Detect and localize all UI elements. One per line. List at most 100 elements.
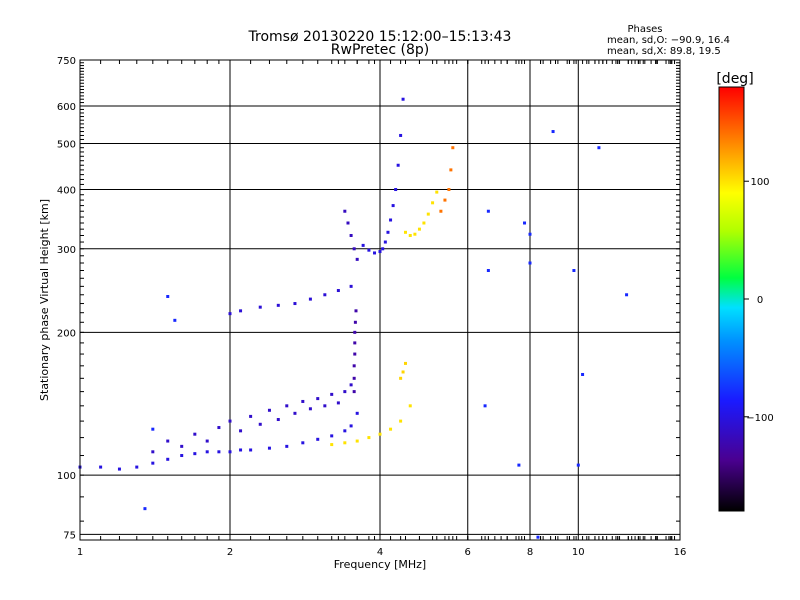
- y-axis-ticks: 75 100 200 300 400 500 600 750: [57, 56, 680, 541]
- plot-frame: [79, 59, 681, 541]
- data-point: [378, 432, 382, 436]
- data-point: [373, 251, 377, 255]
- data-point: [394, 188, 398, 192]
- data-point: [354, 309, 358, 313]
- data-point: [389, 218, 393, 222]
- data-point: [391, 204, 395, 208]
- data-point: [301, 399, 305, 403]
- data-point: [308, 407, 312, 411]
- data-point: [193, 452, 197, 456]
- data-point: [396, 163, 400, 167]
- data-point: [193, 432, 197, 436]
- data-point: [166, 294, 170, 298]
- data-point: [205, 439, 209, 443]
- y-tick-label: 750: [57, 56, 76, 67]
- data-point: [367, 248, 371, 252]
- data-point: [308, 297, 312, 301]
- data-point: [143, 507, 147, 511]
- data-point: [431, 201, 435, 205]
- data-point: [346, 221, 350, 225]
- data-point: [422, 221, 426, 225]
- data-point: [367, 436, 371, 440]
- data-point: [528, 232, 532, 236]
- colorbar-label: [deg]: [716, 71, 753, 87]
- chart-subtitle: RwPretec (8p): [331, 42, 429, 58]
- data-point: [173, 318, 177, 322]
- data-point: [355, 411, 359, 415]
- data-point: [293, 302, 297, 306]
- data-point: [443, 198, 447, 202]
- data-point: [451, 146, 455, 150]
- data-point: [435, 190, 439, 194]
- x-tick-label: 1: [77, 547, 83, 558]
- data-point: [258, 422, 262, 426]
- data-point: [239, 429, 243, 433]
- data-point: [383, 240, 387, 244]
- data-point: [285, 444, 289, 448]
- data-point: [343, 441, 347, 445]
- data-point: [276, 303, 280, 307]
- data-point: [523, 221, 527, 225]
- data-point: [352, 247, 356, 251]
- x-tick-label: 4: [377, 547, 383, 558]
- data-point: [399, 133, 403, 137]
- data-point: [249, 448, 253, 452]
- data-point: [336, 401, 340, 405]
- data-point: [336, 289, 340, 293]
- data-point: [343, 209, 347, 213]
- y-tick-label: 75: [63, 530, 76, 541]
- data-point: [330, 392, 334, 396]
- data-point: [355, 439, 359, 443]
- data-point: [180, 454, 184, 458]
- data-point: [330, 434, 334, 438]
- data-point: [439, 209, 443, 213]
- data-point: [408, 404, 412, 408]
- data-point: [293, 411, 297, 415]
- data-point: [205, 450, 209, 454]
- data-point: [528, 261, 532, 265]
- x-tick-label: 10: [572, 547, 585, 558]
- data-point: [276, 418, 280, 422]
- data-point: [166, 457, 170, 461]
- data-point: [401, 97, 405, 101]
- data-point: [349, 233, 353, 237]
- x-tick-label: 2: [227, 547, 233, 558]
- data-point: [352, 390, 356, 394]
- data-point: [449, 168, 453, 172]
- data-point: [258, 305, 262, 309]
- data-point: [426, 212, 430, 216]
- data-point: [486, 269, 490, 273]
- data-point: [353, 320, 357, 324]
- colorbar-tick-label: 0: [757, 295, 763, 306]
- data-point: [217, 450, 221, 454]
- data-point: [551, 130, 555, 134]
- data-points: [78, 97, 629, 539]
- data-point: [352, 376, 356, 380]
- data-point: [151, 461, 155, 465]
- colorbar-ticks: 100 0 −100: [744, 177, 774, 424]
- data-point: [401, 370, 405, 374]
- data-point: [135, 465, 139, 469]
- stats-x-mode: mean, sd,X: 89.8, 19.5: [607, 46, 721, 57]
- data-point: [323, 404, 327, 408]
- x-tick-label: 16: [674, 547, 687, 558]
- data-point: [285, 404, 289, 408]
- data-point: [353, 341, 357, 345]
- data-point: [447, 188, 451, 192]
- data-point: [408, 233, 412, 237]
- data-point: [180, 444, 184, 448]
- data-point: [352, 364, 356, 368]
- data-point: [353, 330, 357, 334]
- data-point: [316, 437, 320, 441]
- data-point: [403, 361, 407, 365]
- data-point: [267, 446, 271, 450]
- data-point: [581, 372, 585, 376]
- y-tick-label: 200: [57, 328, 76, 339]
- data-point: [117, 467, 121, 471]
- data-point: [597, 146, 601, 150]
- y-tick-label: 100: [57, 471, 76, 482]
- data-point: [228, 419, 232, 423]
- stats-o-mode: mean, sd,O: −90.9, 16.4: [607, 35, 730, 46]
- x-axis-label: Frequency [MHz]: [334, 558, 426, 571]
